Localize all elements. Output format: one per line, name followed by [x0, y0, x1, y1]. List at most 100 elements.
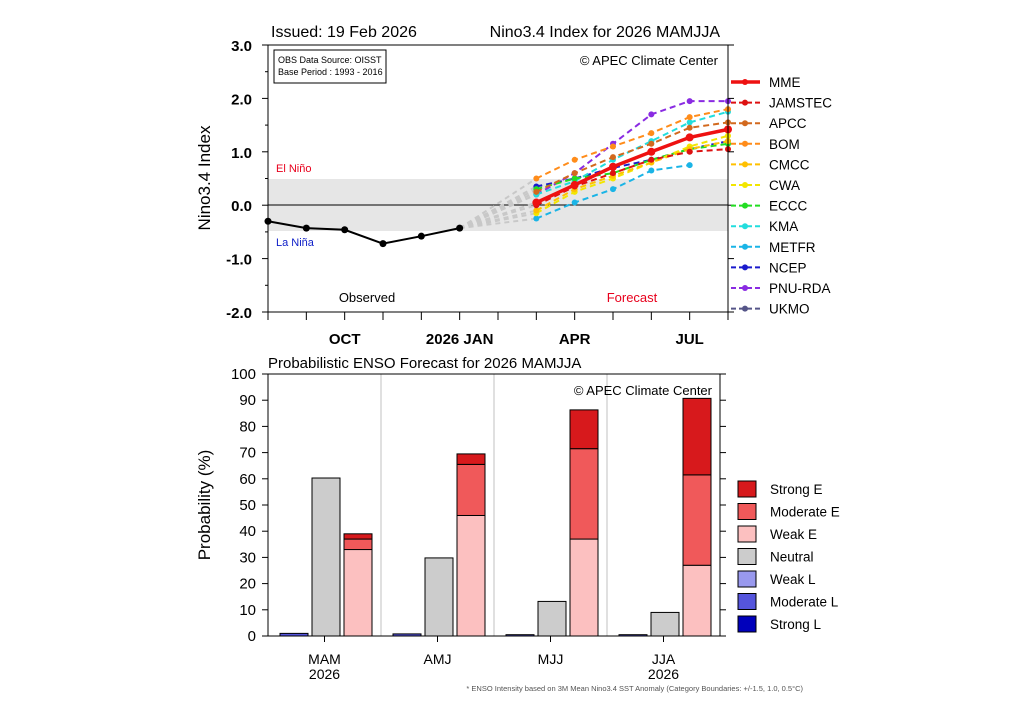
series-point-mme — [685, 133, 694, 142]
top-x-tick-label: 2026 JAN — [426, 331, 494, 348]
series-line-cwa — [535, 134, 729, 215]
bottom-separators — [380, 374, 608, 636]
bar-group — [279, 397, 712, 637]
top-y-tick-label: -1.0 — [226, 252, 252, 269]
bottom-x-tick-sublabel: 2026 — [648, 666, 679, 682]
bottom-x-tick-label: AMJ — [424, 651, 452, 667]
legend-marker-eccc — [742, 202, 748, 209]
series-point-apcc — [571, 170, 578, 177]
category-legend: Strong E Moderate E Weak E Neutral Weak L Mod… — [737, 480, 840, 633]
legend-swatch-moderate-l — [737, 593, 757, 610]
el-nino-label: El Niño — [276, 163, 311, 175]
bottom-y-tick-label: 80 — [239, 418, 256, 435]
legend-label-apcc: APCC — [769, 116, 807, 131]
top-y-tick-label: -2.0 — [226, 305, 252, 322]
observed-point — [379, 240, 387, 248]
bottom-y-tick-label: 30 — [239, 549, 256, 566]
series-line-bom — [535, 108, 729, 180]
bar-neutral — [537, 600, 567, 637]
legend-label-moderate-e: Moderate E — [770, 505, 840, 520]
bottom-y-tick-label: 70 — [239, 445, 256, 462]
bar-el-nino-strong — [343, 533, 373, 540]
legend-marker-mme — [742, 79, 748, 85]
legend-label-cmcc: CMCC — [769, 157, 810, 172]
connector-line — [459, 201, 537, 230]
bottom-x-tick-label: JJA — [652, 651, 676, 667]
legend-marker-bom — [742, 140, 748, 147]
series-point-mme — [570, 180, 579, 189]
bottom-y-axis: 0 10 20 30 40 50 60 70 80 90 100 — [231, 366, 726, 645]
legend-swatch-strong-e — [737, 480, 757, 498]
bottom-chart-title: Probabilistic ENSO Forecast for 2026 MAM… — [268, 355, 581, 372]
top-x-tick-label: JUL — [675, 331, 703, 348]
data-source-line: OBS Data Source: OISST — [278, 55, 382, 65]
bottom-x-tick-label: MAM — [308, 651, 341, 667]
top-chart-title: Nino3.4 Index for 2026 MAMJJA — [490, 24, 721, 41]
legend-swatch-neutral — [737, 548, 757, 565]
probability-bar-chart: Probabilistic ENSO Forecast for 2026 MAM… — [195, 355, 840, 693]
legend-label-neutral: Neutral — [770, 550, 814, 565]
legend-marker-metfr — [742, 243, 748, 250]
legend-swatch-weak-e — [737, 525, 757, 543]
legend-swatch-strong-l — [737, 615, 757, 633]
bar-el-nino-moderate — [343, 538, 373, 551]
series-point-mme — [609, 162, 617, 171]
series-point-apcc — [610, 154, 616, 161]
bottom-y-axis-label: Probability (%) — [195, 450, 214, 561]
series-line-apcc — [535, 121, 729, 193]
series-line-mme — [535, 127, 729, 205]
bar-neutral — [311, 477, 341, 637]
legend-label-ukmo: UKMO — [769, 302, 810, 317]
bottom-x-tick-sublabel: 2026 — [309, 666, 340, 682]
series-point-bom — [686, 114, 693, 121]
top-x-tick-label: APR — [559, 331, 591, 348]
top-y-tick-label: 3.0 — [231, 38, 252, 55]
top-copyright: © APEC Climate Center — [580, 53, 719, 68]
series-point-metfr — [648, 167, 655, 174]
top-plot-frame — [267, 44, 729, 313]
top-y-tick-label: 0.0 — [231, 198, 252, 215]
top-y-axis: 3.0 2.0 1.0 0.0 -1.0 -2.0 — [226, 38, 734, 322]
observed-point — [417, 232, 425, 240]
bar-el-nino-moderate — [682, 474, 712, 566]
forecast-series-group — [532, 98, 732, 222]
series-point-pnu-rda — [648, 111, 655, 118]
top-x-axis: OCT 2026 JAN APR JUL — [267, 312, 729, 348]
connector-line — [459, 177, 537, 230]
legend-label-strong-e: Strong E — [770, 482, 823, 497]
observed-point — [302, 224, 310, 232]
legend-label-pnu-rda: PNU-RDA — [769, 281, 831, 296]
legend-label-mme: MME — [769, 75, 801, 90]
series-point-bom — [533, 175, 540, 182]
legend-label-metfr: METFR — [769, 240, 816, 255]
base-period-line: Base Period : 1993 - 2016 — [278, 67, 383, 77]
series-point-bom — [571, 156, 578, 163]
bar-el-nino-weak — [456, 514, 486, 637]
series-point-mme — [647, 147, 656, 156]
series-point-metfr — [533, 215, 540, 222]
legend-marker-ncep — [742, 264, 748, 271]
bottom-copyright: © APEC Climate Center — [574, 383, 713, 398]
issued-date: Issued: 19 Feb 2026 — [271, 24, 417, 41]
observed-point — [341, 226, 349, 234]
footnote: * ENSO Intensity based on 3M Mean Nino3.… — [466, 684, 803, 693]
series-point-apcc — [686, 124, 693, 131]
series-point-jamstec — [686, 148, 693, 155]
observed-series — [264, 217, 464, 248]
series-point-apcc — [533, 188, 540, 195]
series-point-jamstec — [648, 156, 655, 163]
bar-el-nino-moderate — [456, 463, 486, 516]
series-point-metfr — [610, 186, 616, 193]
bar-el-nino-weak — [682, 564, 712, 637]
legend-swatch-weak-l — [737, 570, 757, 588]
bottom-y-tick-label: 0 — [248, 628, 256, 645]
top-y-tick-label: 2.0 — [231, 91, 252, 108]
legend-label-cwa: CWA — [769, 178, 800, 193]
series-line-cmcc — [535, 140, 729, 212]
legend-label-ncep: NCEP — [769, 260, 807, 275]
nino34-line-chart: Issued: 19 Feb 2026 Nino3.4 Index for 20… — [195, 24, 832, 348]
bottom-y-tick-label: 90 — [239, 392, 256, 409]
bottom-y-tick-label: 40 — [239, 523, 256, 540]
series-point-cmcc — [533, 207, 540, 214]
